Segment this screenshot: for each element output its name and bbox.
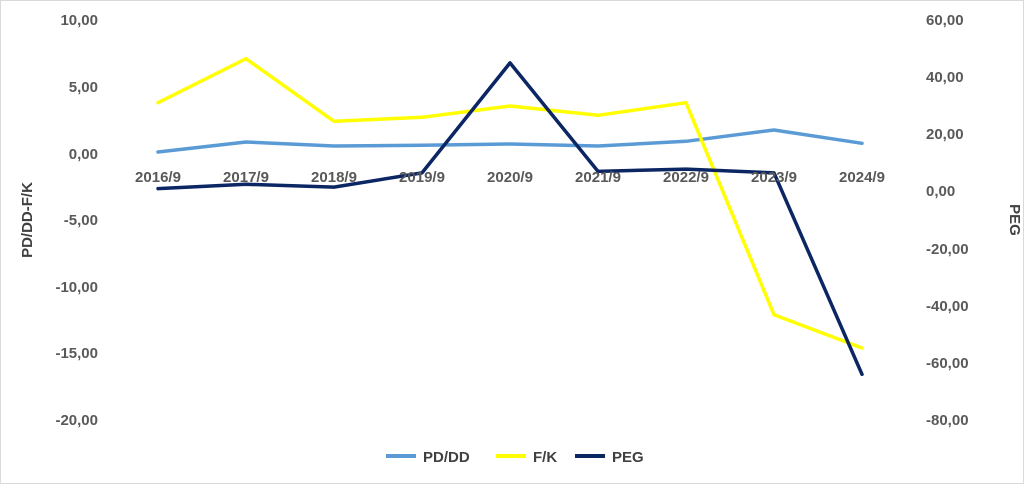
series-layer xyxy=(156,56,864,377)
x-tick-label: 2022/9 xyxy=(663,169,709,186)
right-tick-label: -80,00 xyxy=(926,412,969,429)
legend: PD/DD F/K PEG xyxy=(386,449,644,466)
x-tick-label: 2024/9 xyxy=(839,169,885,186)
left-tick-label: -10,00 xyxy=(55,279,98,296)
x-tick-label: 2020/9 xyxy=(487,169,533,186)
left-axis-title: PD/DD-F/K xyxy=(19,182,36,258)
x-tick-label: 2023/9 xyxy=(751,169,797,186)
right-tick-label: 0,00 xyxy=(926,183,955,200)
x-tick-label: 2019/9 xyxy=(399,169,445,186)
right-tick-label: 20,00 xyxy=(926,126,964,143)
left-tick-label: -20,00 xyxy=(55,412,98,429)
legend-label-pd-dd: PD/DD xyxy=(423,449,470,466)
x-tick-label: 2018/9 xyxy=(311,169,357,186)
left-tick-label: 0,00 xyxy=(69,146,98,163)
right-axis-ticks: 60,00 40,00 20,00 0,00 -20,00 -40,00 -60… xyxy=(926,12,969,429)
x-axis-labels: 2016/9 2017/9 2018/9 2019/9 2020/9 2021/… xyxy=(135,169,885,186)
x-tick-label: 2016/9 xyxy=(135,169,181,186)
legend-label-f-k: F/K xyxy=(533,449,557,466)
x-tick-label: 2021/9 xyxy=(575,169,621,186)
right-tick-label: -40,00 xyxy=(926,298,969,315)
x-tick-label: 2017/9 xyxy=(223,169,269,186)
left-tick-label: -5,00 xyxy=(64,212,98,229)
right-tick-label: -20,00 xyxy=(926,241,969,258)
left-tick-label: -15,00 xyxy=(55,345,98,362)
right-tick-label: 60,00 xyxy=(926,12,964,29)
right-tick-label: 40,00 xyxy=(926,69,964,86)
legend-label-peg: PEG xyxy=(612,449,644,466)
left-tick-label: 10,00 xyxy=(60,12,98,29)
right-axis-title: PEG xyxy=(1006,204,1023,236)
right-tick-label: -60,00 xyxy=(926,355,969,372)
left-axis-ticks: 10,00 5,00 0,00 -5,00 -10,00 -15,00 -20,… xyxy=(55,12,98,429)
left-tick-label: 5,00 xyxy=(69,79,98,96)
